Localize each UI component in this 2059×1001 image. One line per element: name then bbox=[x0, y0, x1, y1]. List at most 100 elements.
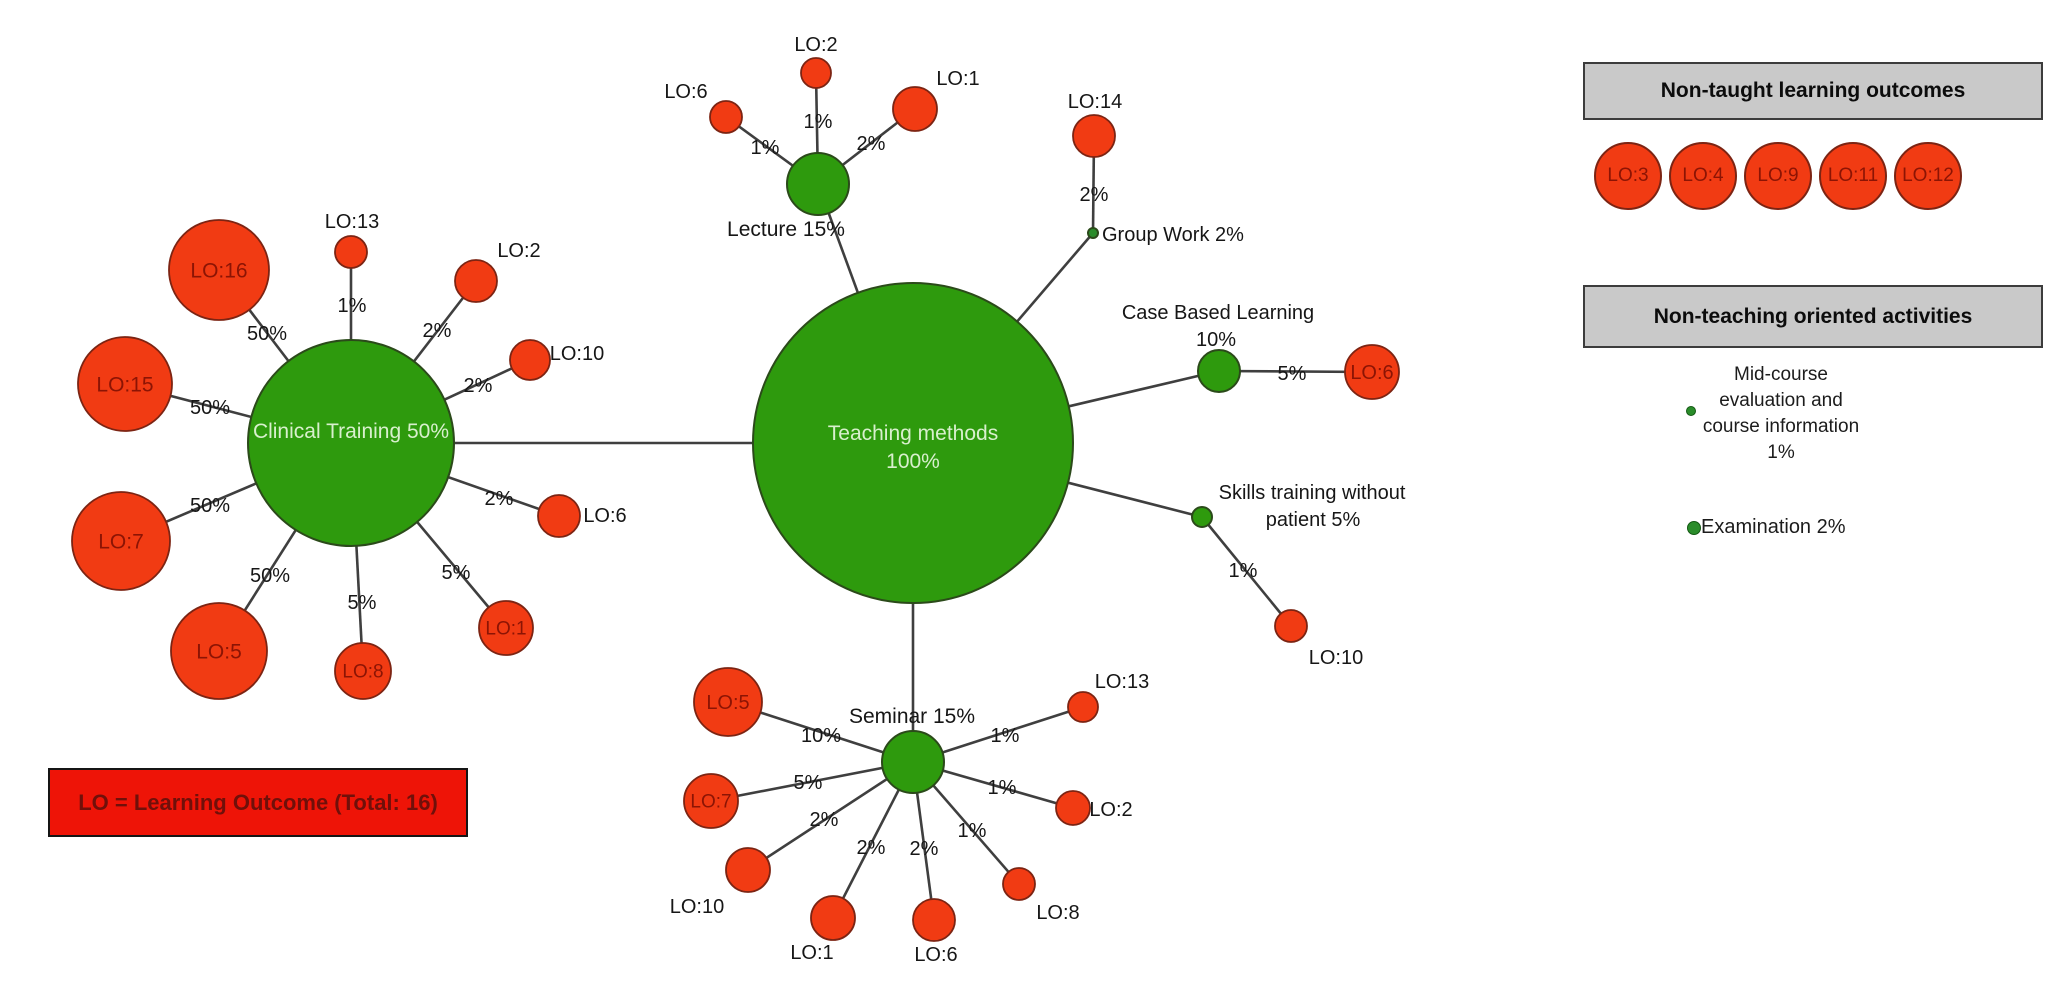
edge-label-sem5-seminar: 10% bbox=[801, 725, 841, 747]
node-label-lo10_sk: LO:10 bbox=[1309, 647, 1363, 669]
non-taught-circle-lo-12: LO:12 bbox=[1894, 142, 1962, 210]
node-lecture bbox=[786, 152, 850, 216]
node-cl6 bbox=[537, 494, 581, 538]
edge-label-sem2-seminar: 1% bbox=[988, 777, 1017, 799]
node-case_based bbox=[1197, 349, 1241, 393]
node-label-sem10: LO:10 bbox=[670, 896, 724, 918]
examination-item: Examination 2% bbox=[1701, 516, 1846, 538]
lo-legend-box: LO = Learning Outcome (Total: 16) bbox=[48, 768, 468, 837]
node-cl2 bbox=[454, 259, 498, 303]
node-label-sem6: LO:6 bbox=[914, 944, 957, 966]
midcourse-line-1: Mid-course bbox=[1734, 364, 1828, 385]
node-cl15 bbox=[77, 336, 173, 432]
node-cl10 bbox=[509, 339, 551, 381]
edge-label-cl16-clinical: 50% bbox=[247, 323, 287, 345]
edge-label-sem7-seminar: 5% bbox=[794, 772, 823, 794]
node-lo14 bbox=[1072, 114, 1116, 158]
node-label-teaching-1: Teaching methods bbox=[828, 422, 998, 445]
midcourse-node-dot bbox=[1686, 406, 1696, 416]
node-seminar bbox=[881, 730, 945, 794]
edge-label-cl7-clinical: 50% bbox=[190, 495, 230, 517]
node-sem6 bbox=[912, 898, 956, 942]
edge-label-cl13-clinical: 1% bbox=[338, 295, 367, 317]
lo-legend-text: LO = Learning Outcome (Total: 16) bbox=[78, 789, 438, 815]
node-label-group_work: Group Work 2% bbox=[1102, 224, 1244, 246]
node-lo6_lec bbox=[709, 100, 743, 134]
non-teaching-header: Non-teaching oriented activities bbox=[1583, 285, 2043, 348]
edge-sem7-seminar bbox=[710, 760, 914, 803]
edge-label-cl5-clinical: 50% bbox=[250, 565, 290, 587]
non-taught-circle-lo-9: LO:9 bbox=[1744, 142, 1812, 210]
edge-label-cl2-clinical: 2% bbox=[423, 320, 452, 342]
node-label-lo6_lec: LO:6 bbox=[664, 81, 707, 103]
node-lo10_sk bbox=[1274, 609, 1308, 643]
node-label-cl1: LO:1 bbox=[485, 619, 526, 640]
non-taught-header-label: Non-taught learning outcomes bbox=[1660, 79, 1966, 102]
node-label-skills-2: patient 5% bbox=[1266, 509, 1361, 531]
node-label-sem2: LO:2 bbox=[1089, 799, 1132, 821]
edge-label-cl15-clinical: 50% bbox=[190, 397, 230, 419]
node-label-cl8: LO:8 bbox=[342, 662, 383, 683]
midcourse-line-4: 1% bbox=[1767, 442, 1795, 463]
edge-label-skills-lo10_sk: 1% bbox=[1229, 560, 1258, 582]
node-label-sem1: LO:1 bbox=[790, 942, 833, 964]
node-sem1 bbox=[810, 895, 856, 941]
edge-sem10-seminar bbox=[747, 760, 914, 872]
edge-label-sem8-seminar: 1% bbox=[958, 820, 987, 842]
node-lo1_lec bbox=[892, 86, 938, 132]
midcourse-item: Mid-course evaluation and course informa… bbox=[1666, 362, 1896, 466]
edge-label-cl6-clinical: 2% bbox=[485, 488, 514, 510]
non-taught-circle-lo-11: LO:11 bbox=[1819, 142, 1887, 210]
node-label-sem8: LO:8 bbox=[1036, 902, 1079, 924]
node-label-lo6_cb: LO:6 bbox=[1350, 362, 1393, 384]
node-cl16 bbox=[168, 219, 270, 321]
node-sem7 bbox=[683, 773, 739, 829]
node-cl13 bbox=[334, 235, 368, 269]
node-label-cl5: LO:5 bbox=[196, 640, 242, 663]
node-label-sem13: LO:13 bbox=[1095, 671, 1149, 693]
node-label-seminar: Seminar 15% bbox=[849, 705, 975, 728]
node-label-lecture: Lecture 15% bbox=[727, 218, 845, 241]
midcourse-line-3: course information bbox=[1702, 416, 1860, 437]
edge-skills-lo10_sk bbox=[1200, 516, 1293, 627]
node-label-cl16: LO:16 bbox=[190, 259, 247, 282]
node-label-case_based-1: Case Based Learning bbox=[1122, 302, 1314, 324]
node-label-lo14: LO:14 bbox=[1068, 91, 1122, 113]
edge-label-sem1-seminar: 2% bbox=[857, 837, 886, 859]
node-label-sem7: LO:7 bbox=[690, 792, 731, 813]
edge-label-case_based-lo6_cb: 5% bbox=[1278, 363, 1307, 385]
midcourse-line-2: evaluation and bbox=[1719, 390, 1843, 411]
edge-label-lo6_lec-lecture: 1% bbox=[751, 137, 780, 159]
node-lo2_lec bbox=[800, 57, 832, 89]
non-taught-outcomes-row: LO:3 LO:4 LO:9 LO:11 LO:12 bbox=[1594, 142, 1962, 210]
edge-label-sem10-seminar: 2% bbox=[810, 809, 839, 831]
node-sem5 bbox=[693, 667, 763, 737]
node-label-lo1_lec: LO:1 bbox=[936, 68, 979, 90]
node-clinical bbox=[247, 339, 455, 547]
edge-label-cl1-clinical: 5% bbox=[442, 562, 471, 584]
node-sem13 bbox=[1067, 691, 1099, 723]
node-label-cl7: LO:7 bbox=[98, 530, 144, 553]
node-lo6_cb bbox=[1344, 344, 1400, 400]
node-sem8 bbox=[1002, 867, 1036, 901]
edge-label-cl8-clinical: 5% bbox=[348, 592, 377, 614]
node-label-clinical: Clinical Training 50% bbox=[253, 420, 449, 443]
node-label-cl6: LO:6 bbox=[583, 505, 626, 527]
edge-label-sem13-seminar: 1% bbox=[991, 725, 1020, 747]
node-label-cl10: LO:10 bbox=[550, 343, 604, 365]
node-sem10 bbox=[725, 847, 771, 893]
node-label-cl13: LO:13 bbox=[325, 211, 379, 233]
node-group_work bbox=[1087, 227, 1099, 239]
node-cl7 bbox=[71, 491, 171, 591]
non-taught-circle-lo-3: LO:3 bbox=[1594, 142, 1662, 210]
node-cl5 bbox=[170, 602, 268, 700]
node-label-case_based-2: 10% bbox=[1196, 329, 1236, 351]
examination-node-dot bbox=[1687, 521, 1701, 535]
node-label-cl2: LO:2 bbox=[497, 240, 540, 262]
edge-label-lo14-group_work: 2% bbox=[1080, 184, 1109, 206]
node-skills bbox=[1191, 506, 1213, 528]
edge-label-lo2_lec-lecture: 1% bbox=[804, 111, 833, 133]
node-label-cl15: LO:15 bbox=[96, 373, 153, 396]
